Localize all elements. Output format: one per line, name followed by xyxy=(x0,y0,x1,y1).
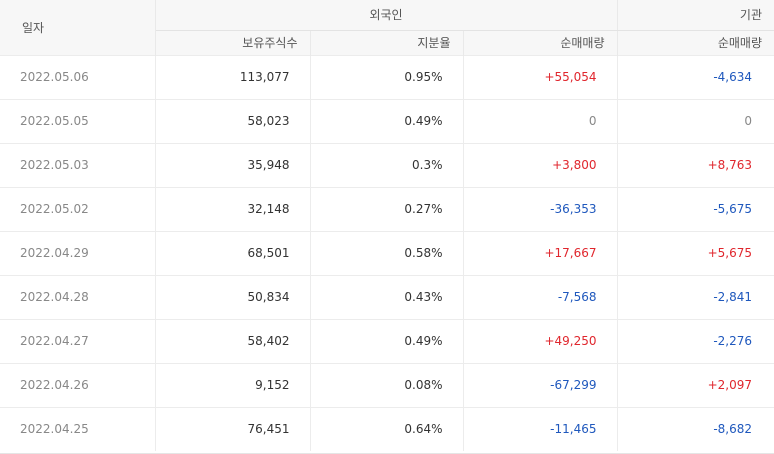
holdings-cell: 68,501 xyxy=(155,230,311,275)
institution-net-cell: -2,841 xyxy=(617,274,774,319)
holdings-cell: 50,834 xyxy=(155,274,311,319)
holdings-cell: 76,451 xyxy=(155,406,311,451)
table-row: 2022.05.05 58,023 0.49% 0 0 xyxy=(0,98,774,143)
institution-net-cell: 0 xyxy=(617,98,774,143)
date-cell: 2022.04.25 xyxy=(0,406,156,451)
institution-net-cell: -8,682 xyxy=(617,406,774,451)
date-column-header: 일자 xyxy=(0,0,156,55)
foreign-net-cell: +3,800 xyxy=(463,142,618,187)
table-row: 2022.05.02 32,148 0.27% -36,353 -5,675 xyxy=(0,186,774,231)
institution-net-cell: +8,763 xyxy=(617,142,774,187)
date-cell: 2022.04.28 xyxy=(0,274,156,319)
date-cell: 2022.05.06 xyxy=(0,54,156,99)
date-cell: 2022.05.02 xyxy=(0,186,156,231)
ratio-cell: 0.58% xyxy=(310,230,464,275)
holdings-cell: 9,152 xyxy=(155,362,311,407)
header-row-top: 일자 외국인 기관 xyxy=(0,0,774,55)
foreign-net-cell: -36,353 xyxy=(463,186,618,231)
table-row: 2022.04.25 76,451 0.64% -11,465 -8,682 xyxy=(0,406,774,451)
date-cell: 2022.04.26 xyxy=(0,362,156,407)
foreign-group-header: 외국인 xyxy=(155,0,618,31)
ratio-cell: 0.64% xyxy=(310,406,464,451)
ratio-cell: 0.27% xyxy=(310,186,464,231)
table-row: 2022.04.26 9,152 0.08% -67,299 +2,097 xyxy=(0,362,774,407)
holdings-column-header: 보유주식수 xyxy=(155,30,311,55)
date-cell: 2022.05.03 xyxy=(0,142,156,187)
holdings-cell: 58,402 xyxy=(155,318,311,363)
holdings-cell: 32,148 xyxy=(155,186,311,231)
ratio-cell: 0.49% xyxy=(310,98,464,143)
date-cell: 2022.04.29 xyxy=(0,230,156,275)
holdings-cell: 113,077 xyxy=(155,54,311,99)
foreign-net-cell: +49,250 xyxy=(463,318,618,363)
table-row: 2022.05.03 35,948 0.3% +3,800 +8,763 xyxy=(0,142,774,187)
foreign-net-cell: +17,667 xyxy=(463,230,618,275)
institution-net-cell: -5,675 xyxy=(617,186,774,231)
institution-net-cell: -2,276 xyxy=(617,318,774,363)
foreign-net-cell: 0 xyxy=(463,98,618,143)
foreign-net-cell: -67,299 xyxy=(463,362,618,407)
foreign-net-column-header: 순매매량 xyxy=(463,30,618,55)
header-row-sub: 보유주식수 지분율 순매매량 순매매량 xyxy=(0,30,774,55)
table-row: 2022.05.06 113,077 0.95% +55,054 -4,634 xyxy=(0,54,774,99)
table-body: 2022.05.06 113,077 0.95% +55,054 -4,634 … xyxy=(0,54,774,451)
ownership-ratio-column-header: 지분율 xyxy=(310,30,464,55)
date-cell: 2022.04.27 xyxy=(0,318,156,363)
ratio-cell: 0.43% xyxy=(310,274,464,319)
foreign-net-cell: +55,054 xyxy=(463,54,618,99)
institution-net-cell: +2,097 xyxy=(617,362,774,407)
foreign-net-cell: -11,465 xyxy=(463,406,618,451)
holdings-cell: 58,023 xyxy=(155,98,311,143)
institution-net-cell: +5,675 xyxy=(617,230,774,275)
table-header: 일자 외국인 기관 보유주식수 지분율 순매매량 순매매량 xyxy=(0,0,774,55)
ratio-cell: 0.08% xyxy=(310,362,464,407)
ratio-cell: 0.3% xyxy=(310,142,464,187)
institution-group-header: 기관 xyxy=(617,0,774,31)
table-row: 2022.04.28 50,834 0.43% -7,568 -2,841 xyxy=(0,274,774,319)
institution-net-column-header: 순매매량 xyxy=(617,30,774,55)
table-row: 2022.04.29 68,501 0.58% +17,667 +5,675 xyxy=(0,230,774,275)
foreign-net-cell: -7,568 xyxy=(463,274,618,319)
date-cell: 2022.05.05 xyxy=(0,98,156,143)
ratio-cell: 0.95% xyxy=(310,54,464,99)
table-row: 2022.04.27 58,402 0.49% +49,250 -2,276 xyxy=(0,318,774,363)
ratio-cell: 0.49% xyxy=(310,318,464,363)
holdings-cell: 35,948 xyxy=(155,142,311,187)
institution-net-cell: -4,634 xyxy=(617,54,774,99)
